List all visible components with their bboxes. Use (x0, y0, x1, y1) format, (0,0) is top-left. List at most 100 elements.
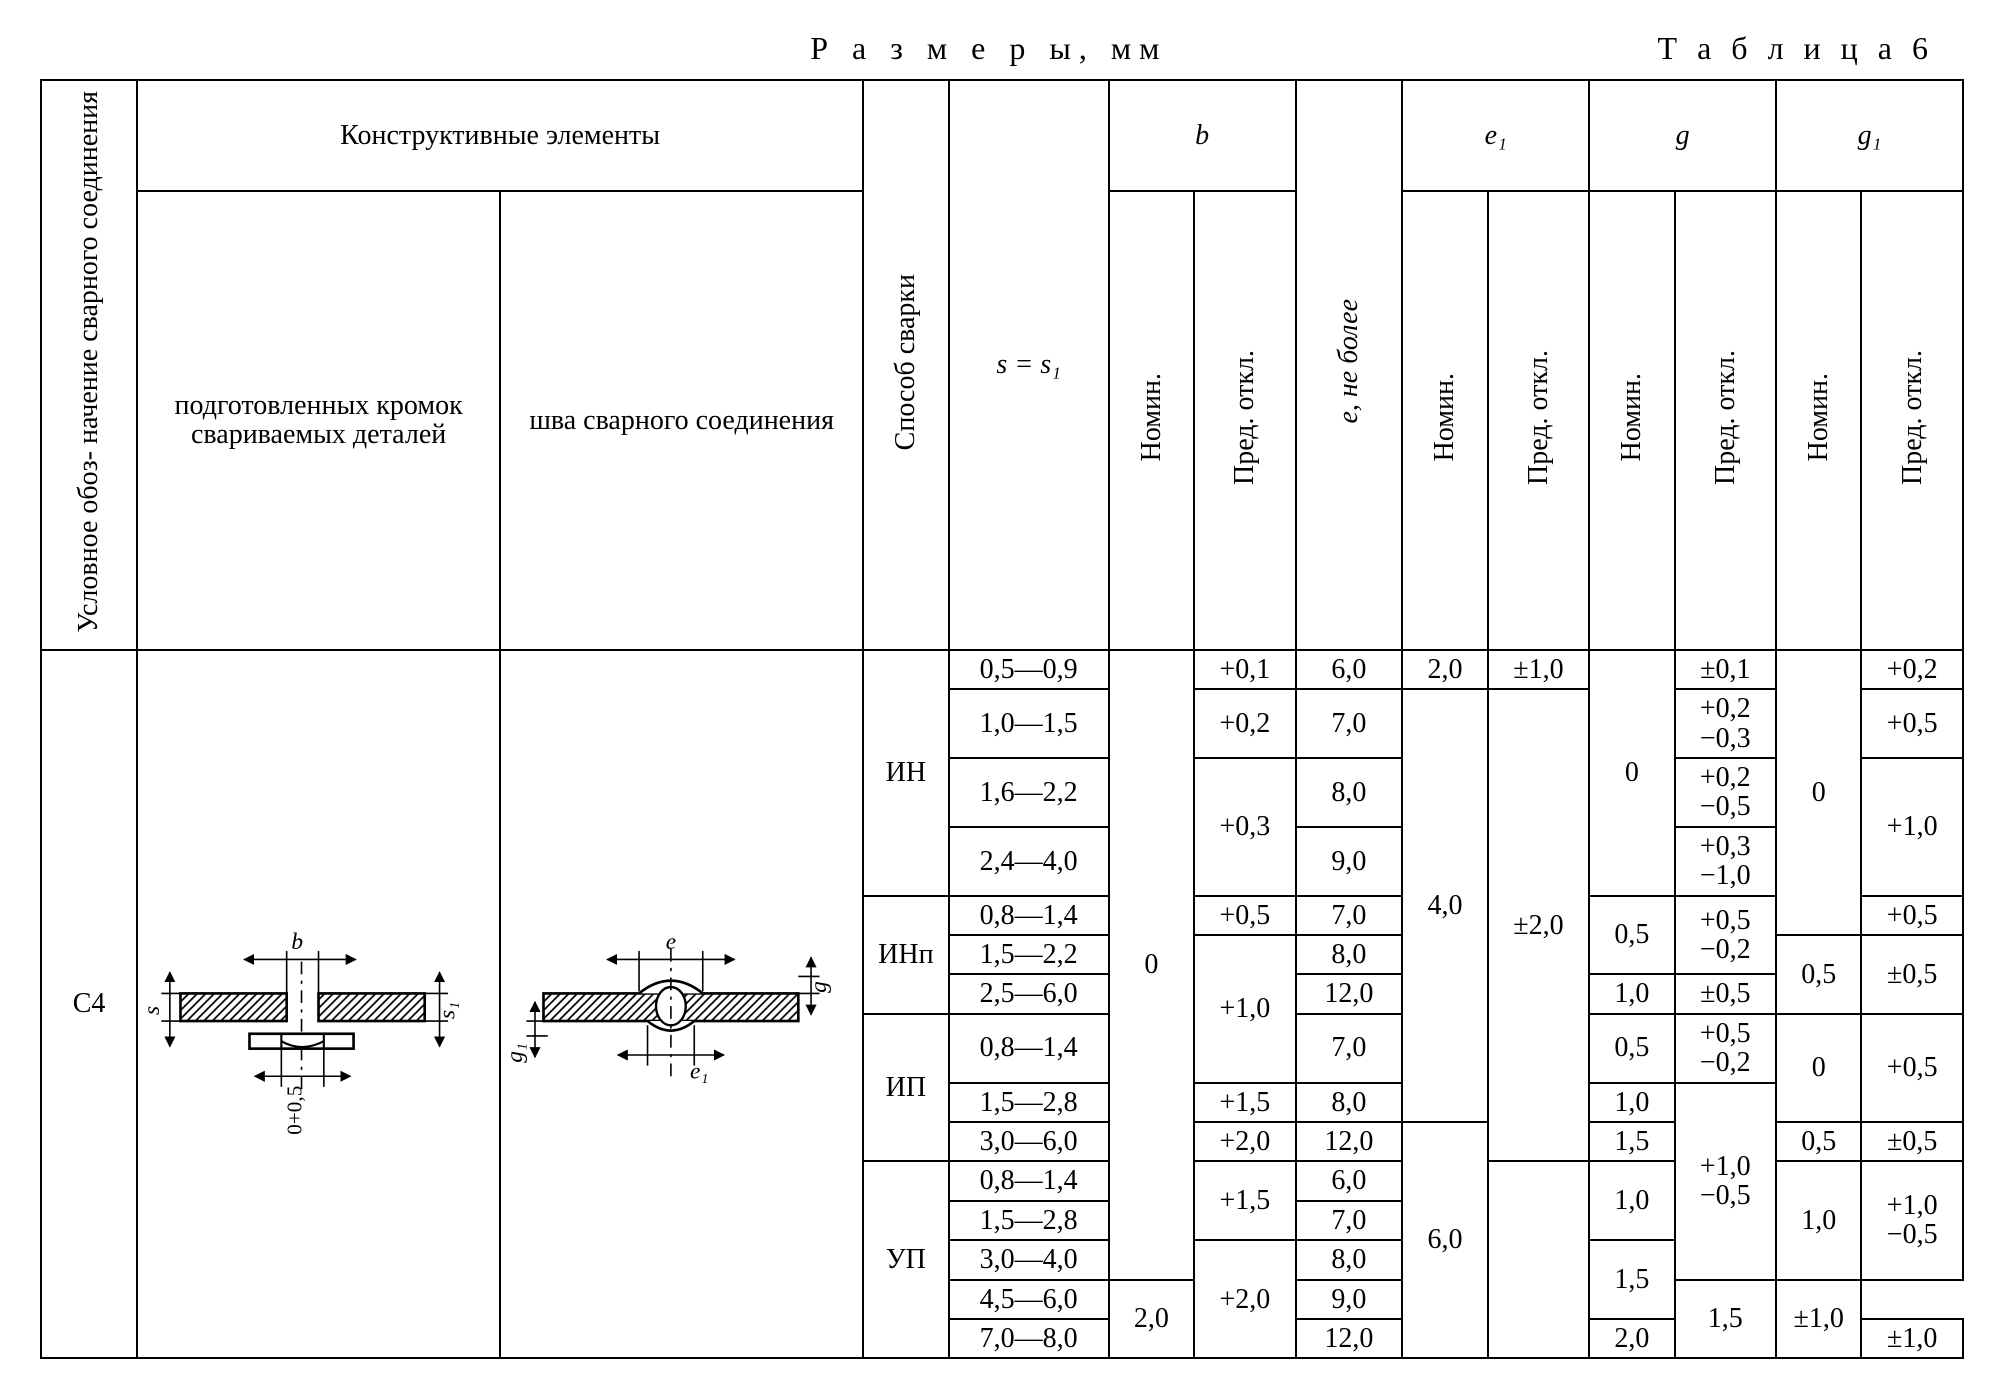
g1n-r10: 0,5 (1776, 1122, 1861, 1161)
b-tol-r6: +1,0 (1194, 935, 1295, 1083)
title-table: Т а б л и ц а 6 (1658, 30, 1944, 67)
hdr-g-tol: Пред. откл. (1675, 191, 1776, 650)
g1t-r8: +0,5 (1861, 1014, 1963, 1122)
g1t-r3: +1,0 (1861, 758, 1963, 896)
e1n-r1: 2,0 (1402, 650, 1487, 689)
e-r14: 9,0 (1296, 1280, 1403, 1319)
hdr-shva: шва сварного соединения (500, 191, 863, 650)
e-r6: 8,0 (1296, 935, 1403, 974)
gn-r13: 1,5 (1589, 1240, 1674, 1319)
e-r2: 7,0 (1296, 689, 1403, 758)
e-r5: 7,0 (1296, 896, 1403, 935)
hdr-s-eq: s = s₁ (949, 80, 1109, 650)
hdr-b-tol: Пред. откл. (1194, 191, 1295, 650)
e1n-6: 6,0 (1402, 1122, 1487, 1358)
gn-r9: 1,0 (1589, 1083, 1674, 1122)
g1n-10: 1,0 (1776, 1161, 1861, 1279)
gt-r2: +0,2−0,3 (1675, 689, 1776, 758)
e1t-r1: ±1,0 (1488, 650, 1589, 689)
gn-r10: 1,5 (1589, 1122, 1674, 1161)
e-r13: 8,0 (1296, 1240, 1403, 1279)
e-r11: 6,0 (1296, 1161, 1403, 1200)
g1t-r14: ±1,0 (1776, 1280, 1861, 1359)
table-titles: Р а з м е р ы, мм Т а б л и ц а 6 (60, 30, 1944, 67)
method-INp: ИНп (863, 896, 948, 1014)
method-IN: ИН (863, 650, 948, 896)
gn-r11: 1,0 (1589, 1161, 1674, 1240)
s-r11: 0,8—1,4 (949, 1161, 1109, 1200)
e-r8: 7,0 (1296, 1014, 1403, 1083)
prep-svg: b s s₁ 0+0,5 (138, 866, 499, 1142)
e-r9: 8,0 (1296, 1083, 1403, 1122)
svg-text:g₁: g₁ (502, 1043, 528, 1063)
e-r12: 7,0 (1296, 1201, 1403, 1240)
hdr-e1: e₁ (1402, 80, 1589, 191)
svg-text:g: g (806, 981, 832, 993)
hdr-e1-tol: Пред. откл. (1488, 191, 1589, 650)
title-main: Р а з м е р ы, мм (60, 30, 1658, 67)
g1n-05: 0,5 (1776, 935, 1861, 1014)
s-r1: 0,5—0,9 (949, 650, 1109, 689)
s-r14: 4,5—6,0 (949, 1280, 1109, 1319)
e-r3: 8,0 (1296, 758, 1403, 827)
gt-r1: ±0,1 (1675, 650, 1776, 689)
s-r13: 3,0—4,0 (949, 1240, 1109, 1279)
hdr-b: b (1109, 80, 1296, 191)
svg-text:e: e (666, 929, 676, 955)
hdr-konstr: Конструктивные элементы (137, 80, 863, 191)
s-r15: 7,0—8,0 (949, 1319, 1109, 1358)
g1t-r5: +0,5 (1861, 896, 1963, 935)
hdr-sposob: Способ сварки (863, 80, 948, 650)
svg-text:s: s (139, 1006, 165, 1015)
hdr-e1-nom: Номин. (1402, 191, 1487, 650)
g1n-0-a: 0 (1776, 650, 1861, 935)
s-r8: 0,8—1,4 (949, 1014, 1109, 1083)
e-r1: 6,0 (1296, 650, 1403, 689)
g1t-r2: +0,5 (1861, 689, 1963, 758)
hdr-g1-nom: Номин. (1776, 191, 1861, 650)
s-r9: 1,5—2,8 (949, 1083, 1109, 1122)
b-nom-0: 0 (1109, 650, 1194, 1280)
e1t-pm2: ±2,0 (1488, 689, 1589, 1161)
g1t-r10: ±0,5 (1861, 1122, 1963, 1161)
gt-r5: +0,5−0,2 (1675, 896, 1776, 975)
svg-text:0+0,5: 0+0,5 (283, 1086, 307, 1135)
hdr-g1-tol: Пред. откл. (1861, 191, 1963, 650)
gt-r8: +0,5−0,2 (1675, 1014, 1776, 1083)
b-tol-r11: +1,5 (1194, 1161, 1295, 1240)
gn-r8: 0,5 (1589, 1014, 1674, 1083)
b-tol-r10: +2,0 (1194, 1122, 1295, 1161)
hdr-podgot: подготовленных кромок свариваемых детале… (137, 191, 500, 650)
svg-text:s₁: s₁ (435, 1002, 461, 1019)
s-r5: 0,8—1,4 (949, 896, 1109, 935)
b-tol-r2: +0,2 (1194, 689, 1295, 758)
s-r10: 3,0—6,0 (949, 1122, 1109, 1161)
gn-r15: 2,0 (1589, 1319, 1674, 1358)
s-r3: 1,6—2,2 (949, 758, 1109, 827)
hdr-e: e, не более (1296, 80, 1403, 650)
svg-text:e₁: e₁ (690, 1058, 709, 1084)
b-tol-r3: +0,3 (1194, 758, 1295, 896)
svg-text:b: b (292, 929, 304, 955)
b-tol-r9: +1,5 (1194, 1083, 1295, 1122)
diagram-prep: b s s₁ 0+0,5 (137, 650, 500, 1358)
g1t-r6: ±0,5 (1861, 935, 1963, 1014)
gt-r7: ±0,5 (1675, 974, 1776, 1013)
b-nom-2: 2,0 (1109, 1280, 1194, 1359)
e-r4: 9,0 (1296, 827, 1403, 896)
e-r15: 12,0 (1296, 1319, 1403, 1358)
b-tol-r13: +2,0 (1194, 1240, 1295, 1358)
s-r4: 2,4—4,0 (949, 827, 1109, 896)
hdr-g-nom: Номин. (1589, 191, 1674, 650)
b-tol-r1: +0,1 (1194, 650, 1295, 689)
g1t-r1: +0,2 (1861, 650, 1963, 689)
g1t-r11: +1,0−0,5 (1861, 1161, 1963, 1279)
g1n-0-b: 0 (1776, 1014, 1861, 1122)
s-r7: 2,5—6,0 (949, 974, 1109, 1013)
diagram-weld: e g e₁ g₁ (500, 650, 863, 1358)
method-UP: УП (863, 1161, 948, 1358)
hdr-g1: g₁ (1776, 80, 1963, 191)
hdr-b-nom: Номин. (1109, 191, 1194, 650)
method-IP: ИП (863, 1014, 948, 1162)
dimensions-table: Условное обоз- начение сварного соединен… (40, 79, 1964, 1359)
